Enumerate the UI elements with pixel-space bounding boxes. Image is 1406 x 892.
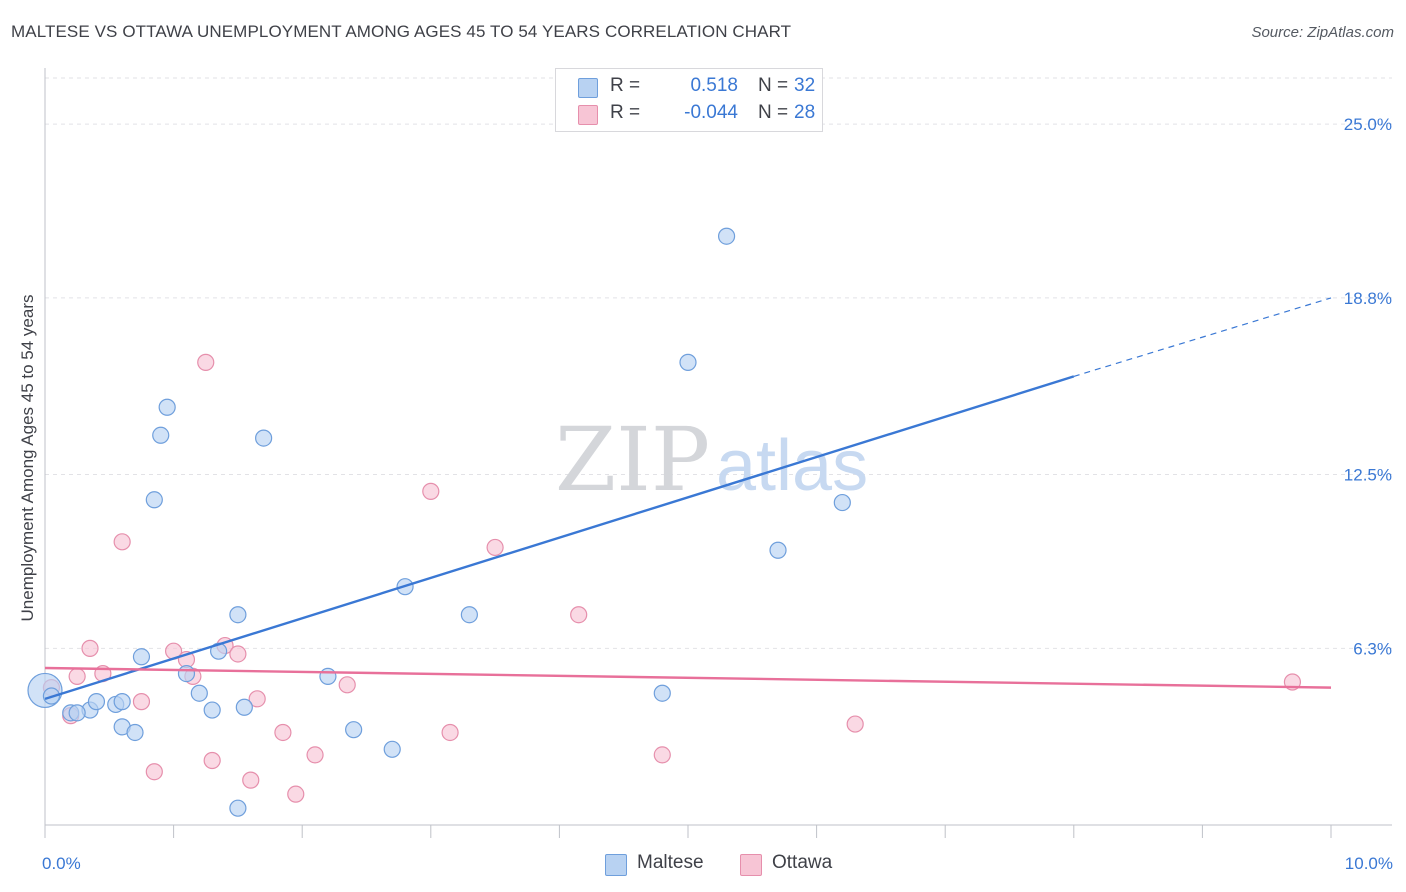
maltese-point — [229, 606, 247, 624]
maltese-point — [152, 426, 170, 444]
trend-lines — [44, 297, 1332, 700]
maltese-point — [717, 227, 736, 245]
ottawa-point — [68, 667, 86, 686]
y-tick-label: 25.0% — [1344, 115, 1392, 134]
maltese-trend-extension — [1073, 297, 1332, 377]
maltese-swatch — [578, 78, 598, 98]
maltese-point — [229, 799, 247, 817]
maltese-point — [158, 398, 176, 416]
maltese-point — [319, 667, 337, 686]
ottawa-legend-label: Ottawa — [772, 852, 833, 873]
ottawa-point — [113, 533, 131, 551]
ottawa-point — [145, 763, 163, 781]
maltese-legend-swatch — [605, 854, 627, 876]
n-label: N = — [758, 102, 789, 123]
y-tick-label: 6.3% — [1353, 639, 1392, 658]
ottawa-point — [197, 353, 215, 371]
ottawa-point — [306, 746, 324, 764]
maltese-point — [126, 723, 144, 742]
ottawa-swatch — [578, 105, 598, 125]
r-label: R = — [610, 102, 641, 123]
maltese-point — [653, 684, 671, 702]
r-label: R = — [610, 75, 641, 96]
maltese-point — [769, 541, 787, 559]
ottawa-point — [338, 676, 356, 694]
ottawa-point — [229, 645, 247, 663]
watermark-zip: ZIP — [555, 408, 710, 511]
y-tick-label: 12.5% — [1344, 466, 1392, 485]
y-tick-label: 18.8% — [1344, 289, 1392, 308]
ottawa-trend-line — [44, 666, 1332, 689]
maltese-point — [345, 721, 363, 739]
x-tick-label-max: 10.0% — [1345, 854, 1393, 873]
ottawa-point — [81, 639, 99, 657]
maltese-series — [27, 227, 851, 817]
ottawa-point — [422, 482, 440, 500]
maltese-point — [833, 493, 851, 512]
watermark-atlas: atlas — [716, 426, 868, 506]
chart-title: MALTESE VS OTTAWA UNEMPLOYMENT AMONG AGE… — [11, 22, 792, 41]
maltese-point — [87, 693, 106, 711]
ottawa-point — [248, 690, 266, 708]
ottawa-legend-swatch — [740, 854, 762, 876]
source-label: Source: ZipAtlas.com — [1251, 24, 1394, 41]
maltese-trend-line — [44, 375, 1075, 700]
ottawa-point — [242, 771, 260, 789]
ottawa-point — [441, 723, 459, 742]
maltese-point — [460, 606, 478, 624]
maltese-point — [203, 701, 221, 719]
maltese-legend-label: Maltese — [637, 852, 704, 873]
ottawa-point — [570, 606, 588, 624]
maltese-point — [68, 704, 86, 722]
watermark: ZIP atlas — [555, 408, 868, 511]
n-value: 32 — [794, 75, 816, 96]
bottom-legend-maltese: Maltese — [605, 852, 715, 876]
n-value: 28 — [794, 102, 816, 123]
maltese-point — [190, 684, 208, 702]
ottawa-point — [132, 693, 151, 711]
maltese-point — [679, 353, 697, 371]
ottawa-point — [274, 723, 292, 742]
ottawa-point — [486, 538, 504, 557]
maltese-point — [113, 693, 131, 711]
maltese-point — [132, 648, 151, 666]
bottom-legend-ottawa: Ottawa — [740, 852, 850, 876]
maltese-point — [145, 491, 163, 509]
maltese-point — [383, 740, 401, 758]
ottawa-point — [203, 751, 221, 770]
correlation-legend: R = 0.518 N = 32 R = -0.044 N = 28 — [555, 68, 823, 132]
tick-labels: 6.3% 12.5% 18.8% 25.0% 0.0% 10.0% — [42, 115, 1393, 873]
maltese-point — [177, 664, 196, 683]
maltese-point — [235, 698, 253, 716]
x-tick-label-min: 0.0% — [42, 854, 81, 873]
ottawa-point — [287, 785, 305, 803]
ottawa-point — [846, 715, 864, 733]
r-value: 0.518 — [690, 75, 738, 96]
r-value: -0.044 — [684, 102, 738, 123]
n-label: N = — [758, 75, 789, 96]
ottawa-point — [653, 746, 671, 764]
maltese-point — [255, 429, 273, 447]
gridlines — [45, 77, 1392, 649]
y-axis-label: Unemployment Among Ages 45 to 54 years — [18, 294, 37, 622]
